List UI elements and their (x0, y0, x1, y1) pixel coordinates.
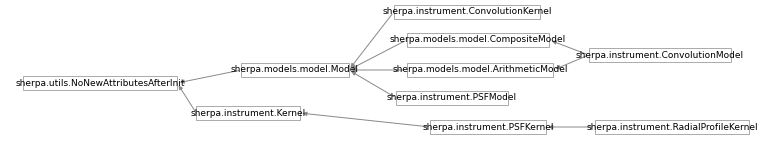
Bar (196, 106, 300, 120)
Text: sherpa.instrument.Kernel: sherpa.instrument.Kernel (190, 108, 306, 118)
Bar (589, 48, 731, 62)
Bar (407, 33, 549, 47)
Bar (407, 63, 553, 77)
Bar (430, 120, 545, 134)
Text: sherpa.instrument.ConvolutionModel: sherpa.instrument.ConvolutionModel (576, 50, 744, 60)
Text: sherpa.models.model.Model: sherpa.models.model.Model (231, 65, 359, 75)
Bar (23, 76, 177, 90)
Text: sherpa.models.model.CompositeModel: sherpa.models.model.CompositeModel (390, 35, 566, 45)
Bar (595, 120, 749, 134)
Text: sherpa.instrument.PSFModel: sherpa.instrument.PSFModel (387, 93, 517, 103)
Text: sherpa.models.model.ArithmeticModel: sherpa.models.model.ArithmeticModel (392, 65, 568, 75)
Text: sherpa.instrument.ConvolutionKernel: sherpa.instrument.ConvolutionKernel (382, 7, 551, 17)
Text: sherpa.instrument.RadialProfileKernel: sherpa.instrument.RadialProfileKernel (586, 123, 758, 131)
Text: sherpa.instrument.PSFKernel: sherpa.instrument.PSFKernel (422, 123, 554, 131)
Bar (396, 91, 508, 105)
Text: sherpa.utils.NoNewAttributesAfterInit: sherpa.utils.NoNewAttributesAfterInit (15, 78, 185, 88)
Bar (394, 5, 540, 19)
Bar (241, 63, 349, 77)
